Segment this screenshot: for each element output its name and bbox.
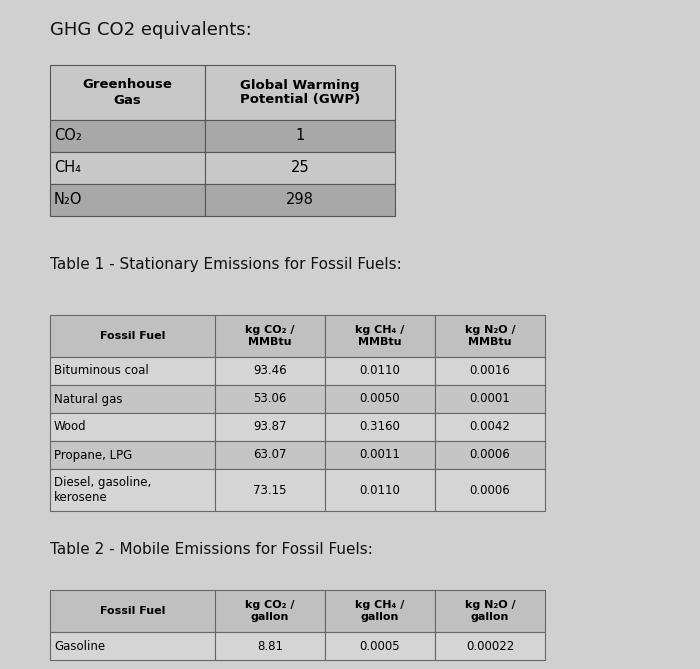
Bar: [215, 469, 325, 511]
Text: kg N₂O /
gallon: kg N₂O / gallon: [465, 600, 515, 622]
Text: 25: 25: [290, 161, 309, 175]
Bar: [50, 632, 215, 660]
Text: 63.07: 63.07: [253, 448, 287, 462]
Bar: [215, 357, 325, 385]
Bar: [50, 413, 215, 441]
Bar: [325, 413, 435, 441]
Text: 1: 1: [295, 128, 304, 143]
Bar: [325, 590, 435, 632]
Bar: [325, 315, 435, 357]
Bar: [50, 120, 205, 152]
Text: Table 1 - Stationary Emissions for Fossil Fuels:: Table 1 - Stationary Emissions for Fossi…: [50, 258, 402, 272]
Text: 0.0011: 0.0011: [360, 448, 400, 462]
Bar: [50, 385, 215, 413]
Text: 0.0042: 0.0042: [470, 421, 510, 434]
Text: kg CH₄ /
MMBtu: kg CH₄ / MMBtu: [356, 325, 405, 347]
Text: 0.0006: 0.0006: [470, 448, 510, 462]
Bar: [325, 632, 435, 660]
Bar: [50, 441, 215, 469]
Text: kg CH₄ /
gallon: kg CH₄ / gallon: [356, 600, 405, 622]
Text: 0.3160: 0.3160: [360, 421, 400, 434]
Text: 0.0006: 0.0006: [470, 484, 510, 496]
Bar: [50, 315, 215, 357]
Bar: [215, 590, 325, 632]
Text: CO₂: CO₂: [54, 128, 82, 143]
Text: Table 2 - Mobile Emissions for Fossil Fuels:: Table 2 - Mobile Emissions for Fossil Fu…: [50, 543, 373, 557]
Bar: [205, 184, 395, 216]
Bar: [215, 413, 325, 441]
Text: 0.0001: 0.0001: [470, 393, 510, 405]
Bar: [435, 315, 545, 357]
Text: 93.46: 93.46: [253, 365, 287, 377]
Bar: [435, 357, 545, 385]
Text: kg CO₂ /
MMBtu: kg CO₂ / MMBtu: [245, 325, 295, 347]
Bar: [435, 385, 545, 413]
Bar: [215, 632, 325, 660]
Text: Wood: Wood: [54, 421, 87, 434]
Text: Propane, LPG: Propane, LPG: [54, 448, 132, 462]
Text: kg CO₂ /
gallon: kg CO₂ / gallon: [245, 600, 295, 622]
Bar: [435, 469, 545, 511]
Bar: [325, 357, 435, 385]
Text: Diesel, gasoline,
kerosene: Diesel, gasoline, kerosene: [54, 476, 151, 504]
Text: 0.0050: 0.0050: [360, 393, 400, 405]
Bar: [205, 65, 395, 120]
Text: 298: 298: [286, 193, 314, 207]
Bar: [50, 152, 205, 184]
Bar: [435, 413, 545, 441]
Text: GHG CO2 equivalents:: GHG CO2 equivalents:: [50, 21, 252, 39]
Text: 8.81: 8.81: [257, 640, 283, 652]
Text: kg N₂O /
MMBtu: kg N₂O / MMBtu: [465, 325, 515, 347]
Bar: [50, 590, 215, 632]
Text: 73.15: 73.15: [253, 484, 287, 496]
Bar: [325, 441, 435, 469]
Bar: [50, 184, 205, 216]
Bar: [325, 469, 435, 511]
Bar: [215, 385, 325, 413]
Text: 0.0110: 0.0110: [360, 365, 400, 377]
Text: 93.87: 93.87: [253, 421, 287, 434]
Bar: [435, 632, 545, 660]
Text: N₂O: N₂O: [54, 193, 83, 207]
Text: 0.0016: 0.0016: [470, 365, 510, 377]
Text: Fossil Fuel: Fossil Fuel: [100, 606, 165, 616]
Text: Global Warming
Potential (GWP): Global Warming Potential (GWP): [240, 78, 360, 106]
Bar: [205, 120, 395, 152]
Text: 0.00022: 0.00022: [466, 640, 514, 652]
Text: 53.06: 53.06: [253, 393, 287, 405]
Text: Natural gas: Natural gas: [54, 393, 122, 405]
Text: Gasoline: Gasoline: [54, 640, 105, 652]
Text: 0.0005: 0.0005: [360, 640, 400, 652]
Text: CH₄: CH₄: [54, 161, 81, 175]
Text: Greenhouse
Gas: Greenhouse Gas: [83, 78, 172, 106]
Text: Fossil Fuel: Fossil Fuel: [100, 331, 165, 341]
Bar: [325, 385, 435, 413]
Bar: [435, 590, 545, 632]
Bar: [215, 441, 325, 469]
Bar: [50, 65, 205, 120]
Bar: [205, 152, 395, 184]
Bar: [435, 441, 545, 469]
Text: 0.0110: 0.0110: [360, 484, 400, 496]
Bar: [50, 357, 215, 385]
Bar: [215, 315, 325, 357]
Bar: [50, 469, 215, 511]
Text: Bituminous coal: Bituminous coal: [54, 365, 148, 377]
